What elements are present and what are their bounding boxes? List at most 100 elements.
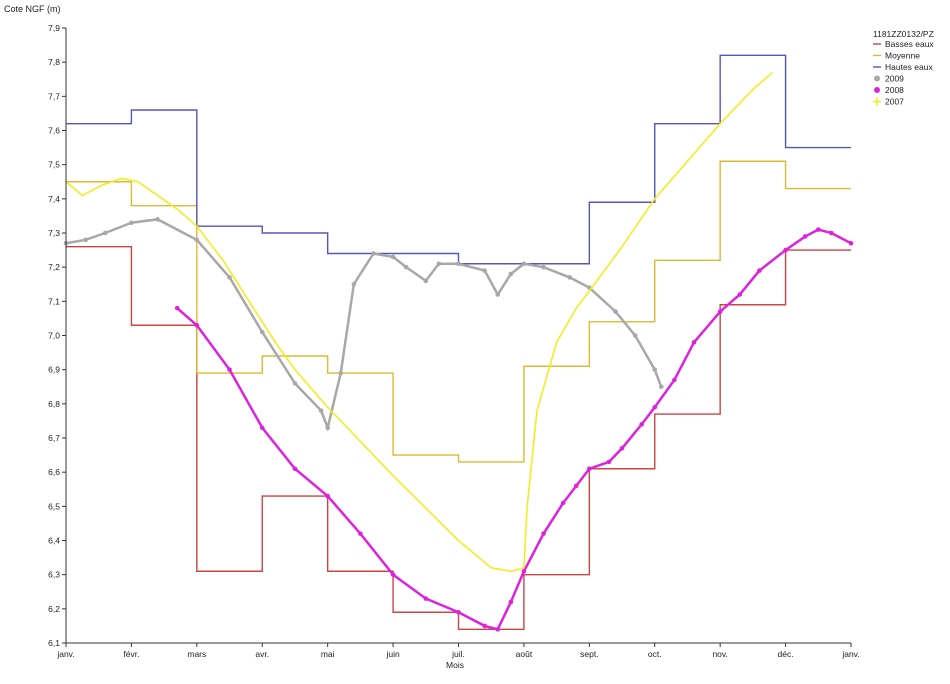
legend-item: 2007	[873, 97, 904, 107]
y-tick-label: 7,8	[48, 57, 60, 67]
legend-label: 2007	[885, 97, 904, 107]
x-tick-label: oct.	[648, 649, 662, 659]
data-point	[194, 322, 200, 328]
data-point	[541, 264, 546, 270]
y-tick-label: 6,9	[48, 365, 60, 375]
data-point	[717, 309, 723, 314]
series-line	[66, 245, 851, 631]
data-point	[325, 425, 330, 431]
x-tick-label: janv.	[56, 649, 74, 659]
data-point	[508, 271, 514, 277]
data-point	[829, 230, 834, 236]
series-line	[65, 71, 774, 573]
data-point	[587, 466, 592, 472]
data-point	[155, 217, 160, 222]
x-tick-label: avr.	[255, 649, 269, 659]
y-tick-label: 7,4	[48, 194, 60, 204]
y-tick-label: 7,2	[48, 262, 60, 272]
series-line	[176, 228, 852, 631]
y-tick-label: 7,5	[48, 160, 60, 170]
data-point	[259, 329, 265, 335]
data-point	[456, 609, 461, 615]
data-point	[259, 425, 265, 431]
data-point	[495, 292, 501, 297]
data-point	[639, 422, 644, 427]
data-point	[318, 408, 324, 413]
y-tick-label: 6,7	[48, 433, 60, 443]
x-tick-label: juin	[385, 649, 400, 659]
data-point	[325, 493, 330, 499]
y-tick-label: 6,2	[48, 604, 60, 614]
data-point	[436, 261, 442, 267]
data-point	[508, 599, 514, 605]
data-point	[174, 305, 180, 311]
data-point	[521, 261, 527, 267]
y-tick-label: 6,3	[48, 570, 60, 580]
x-tick-label: mars	[187, 649, 206, 659]
data-point	[658, 384, 664, 390]
data-point	[652, 367, 658, 372]
data-point	[495, 627, 501, 632]
data-point	[390, 254, 396, 260]
x-tick-label: juil.	[451, 649, 465, 659]
data-point	[83, 237, 88, 243]
y-tick-label: 7,6	[48, 126, 60, 136]
data-point	[737, 292, 743, 297]
y-tick-label: 7,7	[48, 91, 60, 101]
legend-label: Hautes eaux	[885, 62, 933, 72]
data-point	[613, 309, 618, 314]
y-tick-label: 6,6	[48, 467, 60, 477]
data-point	[371, 251, 376, 256]
x-axis-label: Mois	[446, 660, 464, 670]
legend-item: Hautes eaux	[873, 62, 933, 72]
legend-label: Basses eaux	[885, 39, 934, 49]
x-tick-label: mai	[321, 649, 335, 659]
series-line	[66, 54, 851, 265]
data-point	[358, 531, 363, 536]
legend-swatch	[874, 87, 880, 93]
data-point	[672, 377, 677, 383]
series-line	[65, 218, 663, 432]
data-point	[403, 264, 409, 270]
data-point	[292, 381, 298, 386]
x-tick-label: févr.	[123, 649, 139, 659]
series-2008	[174, 227, 854, 632]
data-point	[521, 568, 527, 574]
series-basses-eaux	[66, 245, 851, 631]
y-tick-label: 7,3	[48, 228, 60, 238]
legend-item: 2009	[874, 74, 904, 84]
data-point	[606, 459, 612, 465]
data-point	[129, 220, 134, 226]
data-point	[390, 572, 396, 577]
data-point	[102, 230, 108, 236]
y-tick-label: 6,5	[48, 501, 60, 511]
series-2009	[63, 217, 664, 432]
y-tick-label: 6,1	[48, 638, 60, 648]
data-point	[757, 268, 762, 273]
axes: 6,1 6,2 6,3 6,4 6,5 6,6 6,7 6,8 6,9 7,0 7,1 7,2 7,3 7…	[48, 23, 859, 659]
data-point	[652, 404, 658, 410]
x-tick-label: janv.	[841, 649, 859, 659]
series-2007	[65, 71, 774, 573]
legend-title: 1181ZZ0132/PZ	[873, 29, 934, 39]
legend-swatch	[874, 75, 880, 82]
data-point	[691, 340, 697, 345]
data-point	[194, 237, 200, 243]
data-point	[802, 234, 808, 239]
data-point	[227, 367, 232, 372]
data-point	[338, 370, 344, 376]
x-tick-label: sept.	[580, 649, 598, 659]
series-line	[66, 160, 851, 463]
y-tick-label: 7,9	[48, 23, 60, 33]
data-point	[423, 278, 429, 284]
data-point	[482, 268, 487, 273]
data-point	[632, 333, 638, 338]
plot-area	[63, 54, 854, 632]
legend-label: 2009	[885, 74, 904, 84]
data-point	[567, 275, 573, 280]
data-point	[848, 240, 854, 246]
data-point	[619, 445, 625, 451]
data-point	[351, 281, 357, 287]
data-point	[815, 227, 821, 232]
